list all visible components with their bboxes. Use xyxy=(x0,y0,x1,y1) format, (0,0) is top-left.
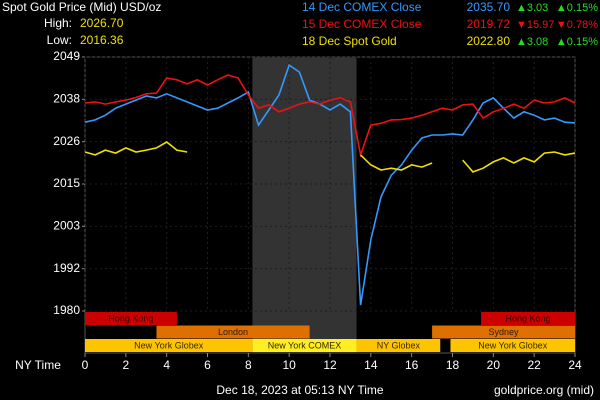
x-tick-label: 18 xyxy=(446,358,460,372)
session-bar xyxy=(85,312,177,325)
legend-change: ▲3.03 xyxy=(516,2,548,14)
legend-close: 2035.70 xyxy=(467,0,511,14)
y-tick-label: 2015 xyxy=(53,176,80,190)
x-tick-label: 0 xyxy=(82,358,89,372)
series-line xyxy=(84,141,576,173)
x-axis-label: NY Time xyxy=(15,358,61,372)
session-bar xyxy=(356,339,441,352)
high-label: High: xyxy=(44,16,72,30)
session-shade xyxy=(252,57,357,353)
session-bar xyxy=(156,325,310,339)
x-tick-label: 10 xyxy=(282,358,296,372)
y-tick-label: 2038 xyxy=(53,92,80,106)
legend-percent: ▼0.78% xyxy=(556,19,598,31)
session-bar xyxy=(450,339,575,352)
session-label: Hong Kong xyxy=(506,313,551,323)
legend-close: 2019.72 xyxy=(467,17,511,31)
legend-change: ▲3.08 xyxy=(516,36,548,48)
y-tick-label: 1980 xyxy=(53,303,80,317)
session-bar xyxy=(252,339,357,352)
session-label: Sydney xyxy=(489,327,520,337)
chart-title: Spot Gold Price (Mid) USD/oz xyxy=(2,0,161,14)
legend-percent: ▲0.15% xyxy=(556,36,598,48)
session-label: NY Globex xyxy=(377,340,421,350)
legend-percent: ▲0.15% xyxy=(556,2,598,14)
x-tick-label: 16 xyxy=(405,358,419,372)
session-label: New York Globex xyxy=(478,340,548,350)
x-tick-label: 14 xyxy=(364,358,378,372)
x-tick-label: 12 xyxy=(323,358,337,372)
legend-name: 18 Dec Spot Gold xyxy=(302,34,397,48)
session-label: Hong Kong xyxy=(108,313,153,323)
low-label: Low: xyxy=(47,33,72,47)
x-tick-label: 4 xyxy=(163,358,170,372)
session-bar xyxy=(85,339,253,352)
x-tick-label: 8 xyxy=(245,358,252,372)
series-line xyxy=(84,74,576,159)
y-tick-label: 2003 xyxy=(53,219,80,233)
y-tick-label: 2026 xyxy=(53,134,80,148)
x-tick-label: 24 xyxy=(568,358,582,372)
session-label: New York COMEX xyxy=(268,340,342,350)
session-bar xyxy=(432,325,575,339)
high-value: 2026.70 xyxy=(80,16,124,30)
footer: Dec 18, 2023 at 05:13 NY Time xyxy=(216,383,384,397)
legend-name: 14 Dec COMEX Close xyxy=(302,0,422,14)
x-tick-label: 2 xyxy=(122,358,129,372)
x-tick-label: 20 xyxy=(487,358,501,372)
y-tick-label: 2049 xyxy=(53,49,80,63)
legend-name: 15 Dec COMEX Close xyxy=(302,17,422,31)
y-tick-label: 1992 xyxy=(53,261,80,275)
session-label: New York Globex xyxy=(134,340,204,350)
session-label: London xyxy=(218,327,248,337)
x-tick-label: 6 xyxy=(204,358,211,372)
session-bar xyxy=(481,312,575,325)
source: goldprice.org (mid) xyxy=(494,383,594,397)
legend-change: ▼15.97 xyxy=(516,19,554,31)
legend-close: 2022.80 xyxy=(467,34,511,48)
series-line xyxy=(84,63,576,306)
low-value: 2016.36 xyxy=(80,33,124,47)
x-tick-label: 22 xyxy=(527,358,541,372)
